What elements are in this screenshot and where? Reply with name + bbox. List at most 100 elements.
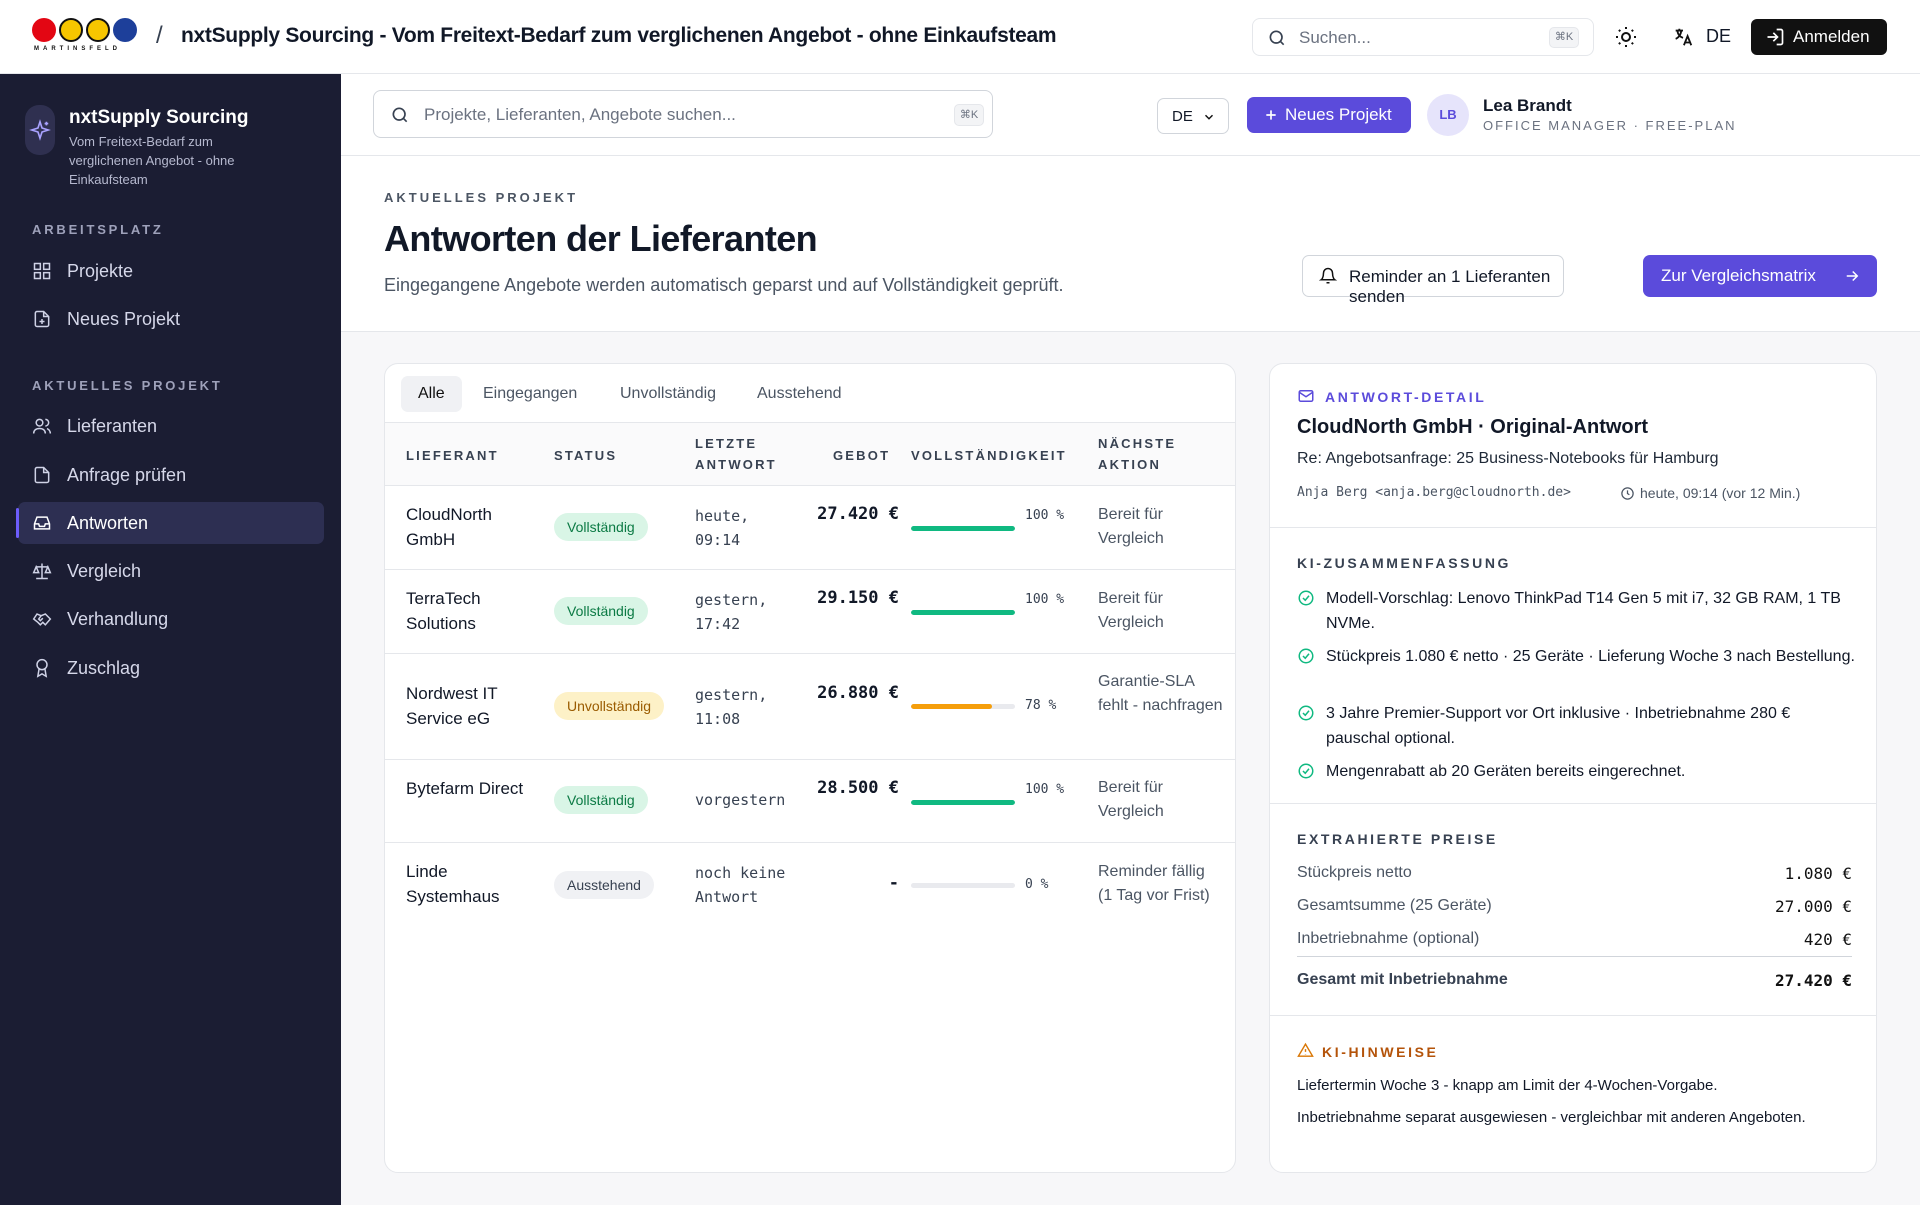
nav-label: Antworten (67, 513, 149, 533)
nav-item-projekte[interactable]: Projekte (18, 250, 324, 292)
arrow-right-icon (1846, 270, 1859, 282)
file-check-icon (34, 466, 50, 484)
price-total-value: 27.420 € (1774, 971, 1852, 990)
tab-unvollstaendig[interactable]: Unvollständig (620, 385, 717, 402)
table-row[interactable]: Linde Systemhaus Ausstehend noch keine A… (385, 843, 1235, 927)
price-divider (1297, 956, 1852, 957)
sidebar: nxtSupply Sourcing Vom Freitext-Bedarf z… (0, 74, 341, 1205)
completeness-bar (911, 704, 1015, 709)
column-header-supplier[interactable]: LIEFERANT (406, 448, 499, 463)
detail-title: CloudNorth GmbH · Original-Antwort (1297, 416, 1649, 438)
nav-label: Verhandlung (67, 609, 169, 629)
column-header-next-action[interactable]: NÄCHSTE AKTION (1098, 436, 1177, 472)
column-header-status[interactable]: STATUS (554, 448, 618, 463)
price-label: Inbetriebnahme (optional) (1297, 930, 1480, 947)
plus-icon (1266, 110, 1276, 120)
completeness-label: 100 % (1025, 592, 1065, 607)
search-shortcut: ⌘K (1549, 27, 1579, 48)
search-icon (392, 107, 408, 123)
price-value: 420 € (1803, 930, 1852, 949)
login-button[interactable]: Anmelden (1751, 19, 1887, 55)
nav-item-verhandlung[interactable]: Verhandlung (18, 598, 324, 640)
inbox-icon (33, 516, 51, 530)
language-switcher[interactable]: DE (1672, 25, 1742, 49)
page-eyebrow: AKTUELLES PROJEKT (384, 190, 579, 205)
theme-toggle-icon[interactable] (1614, 25, 1638, 49)
summary-text: Mengenrabatt ab 20 Geräten bereits einge… (1326, 763, 1686, 780)
nav-item-vergleich[interactable]: Vergleich (18, 550, 324, 592)
new-project-button[interactable]: Neues Projekt (1247, 97, 1411, 133)
nav-item-anfrage-pruefen[interactable]: Anfrage prüfen (18, 454, 324, 496)
mail-icon (1298, 390, 1314, 402)
next-action: Reminder fällig (1 Tag vor Frist) (1098, 863, 1210, 904)
nav-label: Zuschlag (67, 658, 141, 678)
nav-label: Vergleich (67, 561, 142, 581)
supplier-name: Bytefarm Direct (406, 779, 524, 798)
completeness-label: 78 % (1025, 698, 1057, 713)
completeness-fill (911, 526, 1015, 531)
brand-sparkle-icon (25, 105, 55, 155)
translate-icon (1675, 28, 1693, 46)
next-action: Bereit für Vergleich (1098, 590, 1164, 631)
avatar[interactable]: LB (1427, 94, 1469, 136)
check-circle-icon (1298, 648, 1314, 664)
column-header-completeness[interactable]: VOLLSTÄNDIGKEIT (911, 448, 1067, 463)
check-circle-icon (1298, 705, 1314, 721)
email-sender: Anja Berg <anja.berg@cloudnorth.de> (1297, 485, 1571, 500)
bid-amount: 27.420 € (817, 504, 899, 524)
nav-item-lieferanten[interactable]: Lieferanten (18, 405, 324, 447)
tab-eingegangen[interactable]: Eingegangen (483, 385, 578, 402)
last-reply-time: heute, 09:14 (695, 507, 750, 549)
nav-item-antworten[interactable]: Antworten (16, 502, 324, 544)
table-row[interactable]: Nordwest IT Service eG Unvollständig ges… (385, 654, 1235, 760)
completeness-label: 100 % (1025, 508, 1065, 523)
price-row: Stückpreis netto 1.080 € (1297, 862, 1852, 886)
nav-item-neues-projekt[interactable]: Neues Projekt (18, 298, 324, 340)
global-search-placeholder: Suchen... (1299, 28, 1371, 47)
user-role: OFFICE MANAGER · FREE-PLAN (1483, 118, 1737, 133)
send-reminder-button[interactable]: Reminder an 1 Lieferanten senden (1302, 255, 1564, 306)
users-icon (32, 418, 52, 434)
table-row[interactable]: CloudNorth GmbH Vollständig heute, 09:14… (385, 486, 1235, 570)
header-divider (341, 331, 1920, 332)
status-badge: Vollständig (554, 786, 648, 814)
app-title: nxtSupply Sourcing - Vom Freitext-Bedarf… (181, 24, 1057, 47)
summary-text: Modell-Vorschlag: Lenovo ThinkPad T14 Ge… (1326, 590, 1841, 632)
table-row[interactable]: Bytefarm Direct Vollständig vorgestern 2… (385, 760, 1235, 843)
extracted-prices-label: EXTRAHIERTE PREISE (1297, 831, 1498, 847)
completeness-fill (911, 800, 1015, 805)
bid-amount: 28.500 € (817, 778, 899, 798)
tab-ausstehend[interactable]: Ausstehend (757, 385, 842, 402)
ai-hints-label: KI-HINWEISE (1322, 1044, 1439, 1060)
price-value: 1.080 € (1784, 864, 1852, 883)
award-icon (36, 658, 48, 678)
completeness-bar (911, 800, 1015, 805)
warning-triangle-icon (1297, 1042, 1314, 1057)
response-detail-card: ANTWORT-DETAIL CloudNorth GmbH · Origina… (1269, 363, 1877, 1173)
extracted-prices-section: EXTRAHIERTE PREISE Stückpreis netto 1.08… (1270, 804, 1876, 1016)
price-label: Stückpreis netto (1297, 864, 1412, 881)
bell-icon (1319, 267, 1337, 284)
price-row: Inbetriebnahme (optional) 420 € (1297, 928, 1852, 952)
column-header-last-reply[interactable]: LETZTE ANTWORT (695, 436, 777, 472)
search-icon (1269, 30, 1285, 46)
language-select[interactable]: DE (1157, 98, 1229, 134)
comparison-matrix-button[interactable]: Zur Vergleichsmatrix (1643, 255, 1877, 297)
user-name: Lea Brandt (1483, 96, 1572, 115)
bid-amount: - (888, 873, 899, 893)
tab-alle[interactable]: Alle (401, 376, 462, 412)
table-row[interactable]: TerraTech Solutions Vollständig gestern,… (385, 570, 1235, 654)
completeness-bar (911, 526, 1015, 531)
global-search[interactable]: Suchen... ⌘K (1252, 18, 1594, 56)
price-total-row: Gesamt mit Inbetriebnahme 27.420 € (1297, 969, 1852, 993)
check-circle-icon (1298, 590, 1314, 606)
comparison-matrix-label: Zur Vergleichsmatrix (1661, 266, 1816, 285)
summary-text: Stückpreis 1.080 € netto · 25 Geräte · L… (1326, 648, 1855, 665)
bid-amount: 29.150 € (817, 588, 899, 608)
martinsfeld-logo[interactable]: MARTINSFELD (32, 18, 138, 56)
project-search-input[interactable]: Projekte, Lieferanten, Angebote suchen..… (373, 90, 993, 138)
nav-item-zuschlag[interactable]: Zuschlag (18, 647, 324, 689)
next-action: Garantie-SLA fehlt - nachfragen (1098, 673, 1223, 714)
completeness-bar (911, 610, 1015, 615)
column-header-bid[interactable]: GEBOT (833, 448, 891, 463)
